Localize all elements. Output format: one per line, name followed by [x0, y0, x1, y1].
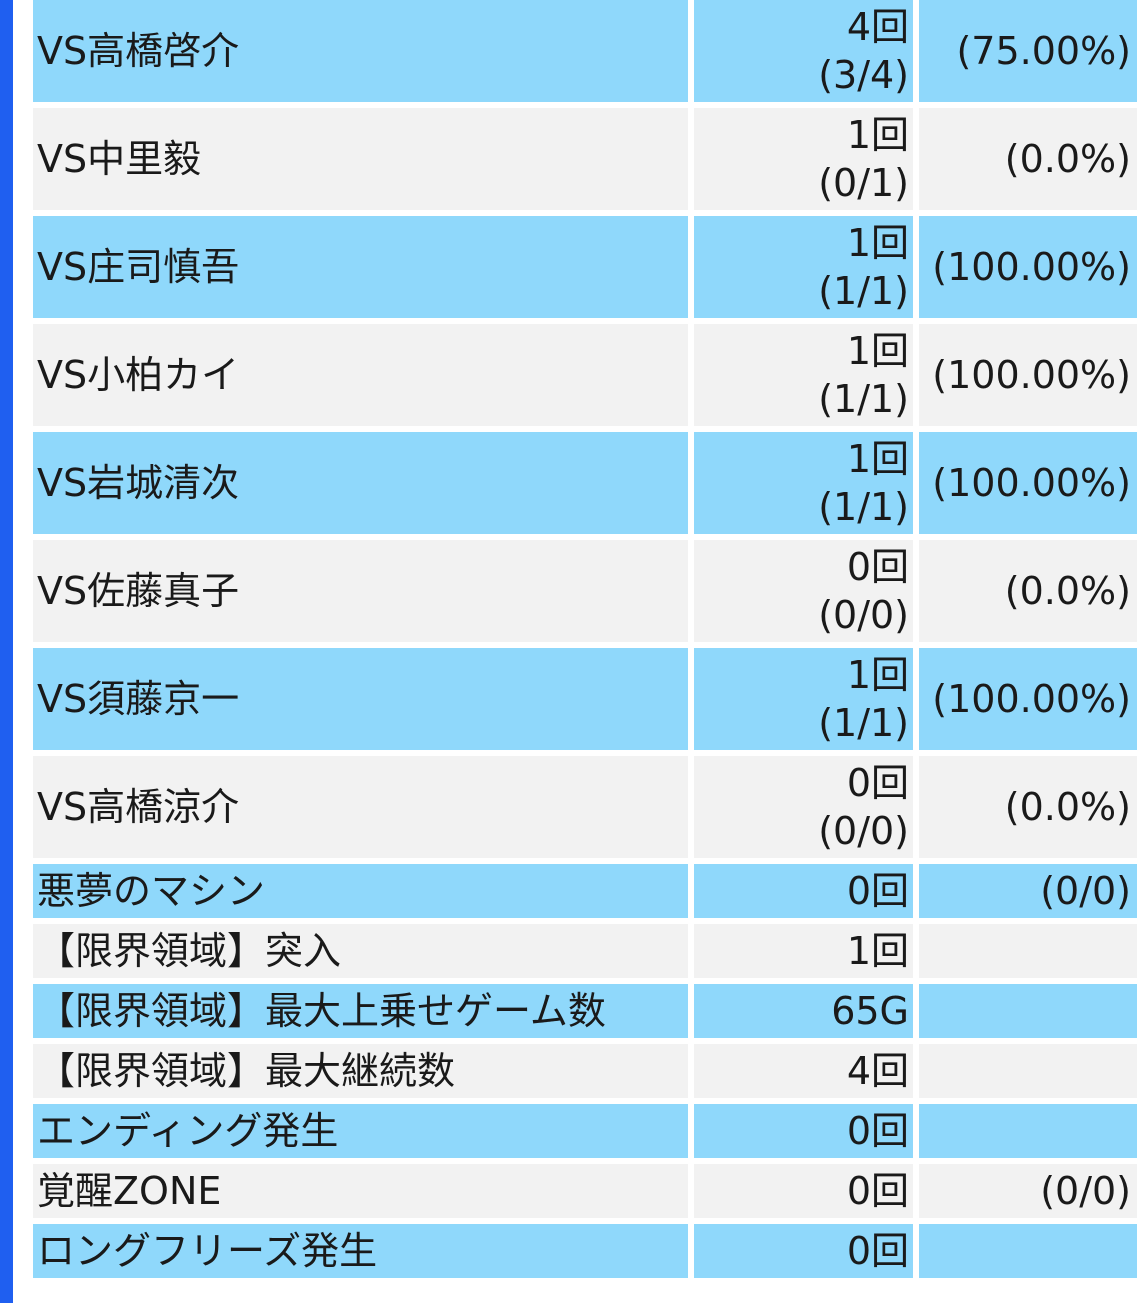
row-count: 1回 (1/1)	[694, 216, 913, 318]
row-rate: (100.00%)	[919, 648, 1137, 750]
count-value: 1回	[846, 437, 909, 481]
row-label: 【限界領域】最大上乗せゲーム数	[33, 984, 688, 1038]
count-value: 0回	[846, 869, 909, 913]
row-rate: (100.00%)	[919, 324, 1137, 426]
row-rate	[919, 924, 1137, 978]
table-row: ロングフリーズ発生 0回	[33, 1224, 1137, 1278]
row-count: 0回	[694, 1104, 913, 1158]
table-row: VS中里毅 1回 (0/1) (0.0%)	[33, 108, 1137, 210]
count-value: 1回	[846, 329, 909, 373]
table-row: VS岩城清次 1回 (1/1) (100.00%)	[33, 432, 1137, 534]
row-count: 65G	[694, 984, 913, 1038]
row-label: VS庄司慎吾	[33, 216, 688, 318]
count-value: 4回	[846, 5, 909, 49]
table-row: 覚醒ZONE 0回 (0/0)	[33, 1164, 1137, 1218]
row-label: VS佐藤真子	[33, 540, 688, 642]
row-label: エンディング発生	[33, 1104, 688, 1158]
count-ratio: (1/1)	[818, 485, 909, 529]
table-row: 【限界領域】突入 1回	[33, 924, 1137, 978]
row-rate: (100.00%)	[919, 216, 1137, 318]
count-ratio: (1/1)	[818, 269, 909, 313]
count-value: 0回	[846, 1169, 909, 1213]
count-value: 4回	[846, 1049, 909, 1093]
row-rate: (0.0%)	[919, 108, 1137, 210]
row-rate	[919, 1224, 1137, 1278]
count-value: 0回	[846, 761, 909, 805]
row-rate	[919, 1104, 1137, 1158]
row-rate: (0.0%)	[919, 756, 1137, 858]
row-label: 覚醒ZONE	[33, 1164, 688, 1218]
row-count: 0回	[694, 864, 913, 918]
row-label: VS中里毅	[33, 108, 688, 210]
row-label: VS小柏カイ	[33, 324, 688, 426]
row-label: VS高橋涼介	[33, 756, 688, 858]
row-label: VS高橋啓介	[33, 0, 688, 102]
row-rate: (0/0)	[919, 864, 1137, 918]
row-count: 0回	[694, 1224, 913, 1278]
row-label: 悪夢のマシン	[33, 864, 688, 918]
table-row: エンディング発生 0回	[33, 1104, 1137, 1158]
row-label: 【限界領域】最大継続数	[33, 1044, 688, 1098]
count-value: 0回	[846, 1229, 909, 1273]
row-rate	[919, 1044, 1137, 1098]
count-ratio: (1/1)	[818, 377, 909, 421]
row-count: 0回	[694, 1164, 913, 1218]
table-row: 悪夢のマシン 0回 (0/0)	[33, 864, 1137, 918]
count-value: 65G	[831, 989, 909, 1033]
count-ratio: (0/1)	[818, 161, 909, 205]
row-count: 1回	[694, 924, 913, 978]
row-count: 0回 (0/0)	[694, 756, 913, 858]
table-row: VS佐藤真子 0回 (0/0) (0.0%)	[33, 540, 1137, 642]
row-count: 4回 (3/4)	[694, 0, 913, 102]
table-row: VS庄司慎吾 1回 (1/1) (100.00%)	[33, 216, 1137, 318]
row-rate	[919, 984, 1137, 1038]
row-count: 1回 (1/1)	[694, 648, 913, 750]
row-label: 【限界領域】突入	[33, 924, 688, 978]
row-label: VS須藤京一	[33, 648, 688, 750]
count-value: 0回	[846, 1109, 909, 1153]
count-value: 1回	[846, 653, 909, 697]
row-count: 4回	[694, 1044, 913, 1098]
count-value: 1回	[846, 929, 909, 973]
count-ratio: (3/4)	[818, 53, 909, 97]
table-row: 【限界領域】最大継続数 4回	[33, 1044, 1137, 1098]
table-row: VS須藤京一 1回 (1/1) (100.00%)	[33, 648, 1137, 750]
stats-table: VS高橋啓介 4回 (3/4) (75.00%) VS中里毅 1回 (0/1) …	[33, 0, 1137, 1284]
left-accent-bar	[0, 0, 13, 1303]
count-value: 1回	[846, 113, 909, 157]
table-row: VS小柏カイ 1回 (1/1) (100.00%)	[33, 324, 1137, 426]
row-rate: (75.00%)	[919, 0, 1137, 102]
count-ratio: (0/0)	[818, 809, 909, 853]
count-value: 0回	[846, 545, 909, 589]
table-row: 【限界領域】最大上乗せゲーム数 65G	[33, 984, 1137, 1038]
row-rate: (0/0)	[919, 1164, 1137, 1218]
row-rate: (0.0%)	[919, 540, 1137, 642]
count-value: 1回	[846, 221, 909, 265]
row-rate: (100.00%)	[919, 432, 1137, 534]
row-label: ロングフリーズ発生	[33, 1224, 688, 1278]
row-count: 1回 (1/1)	[694, 432, 913, 534]
table-row: VS高橋涼介 0回 (0/0) (0.0%)	[33, 756, 1137, 858]
row-label: VS岩城清次	[33, 432, 688, 534]
table-row: VS高橋啓介 4回 (3/4) (75.00%)	[33, 0, 1137, 102]
row-count: 1回 (1/1)	[694, 324, 913, 426]
count-ratio: (1/1)	[818, 701, 909, 745]
row-count: 0回 (0/0)	[694, 540, 913, 642]
count-ratio: (0/0)	[818, 593, 909, 637]
row-count: 1回 (0/1)	[694, 108, 913, 210]
